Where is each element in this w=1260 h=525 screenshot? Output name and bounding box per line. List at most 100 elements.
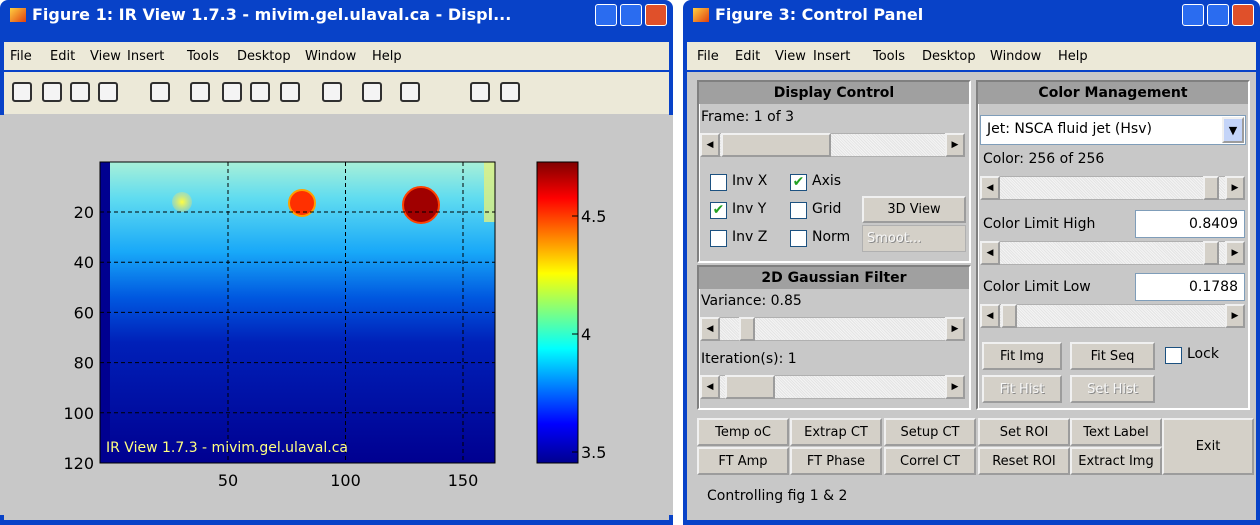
button[interactable]: Temp oC	[697, 418, 789, 446]
slider-part[interactable]: ▶	[945, 375, 965, 399]
checkbox-label: Inv X	[732, 173, 767, 189]
title-icon	[693, 8, 709, 22]
checkbox-label: Norm	[812, 229, 850, 245]
colorbar-tick-label: 3.5	[581, 443, 606, 462]
menu-item[interactable]: Edit	[735, 49, 760, 64]
variance-label: Variance: 0.85	[701, 293, 802, 309]
color-label: Color: 256 of 256	[983, 151, 1104, 167]
button: Set Hist	[1070, 375, 1155, 403]
panel-header: 2D Gaussian Filter	[699, 267, 969, 289]
checkbox-label: Lock	[1187, 346, 1219, 362]
slider[interactable]: ◀▶	[980, 304, 1245, 328]
slider[interactable]: ◀▶	[700, 317, 965, 341]
button[interactable]: Extrap CT	[790, 418, 882, 446]
hotspot	[403, 187, 439, 223]
button[interactable]: Exit	[1162, 418, 1254, 475]
button: Fit Hist	[982, 375, 1062, 403]
menu-item[interactable]: File	[697, 49, 719, 64]
slider-part[interactable]: ▶	[945, 133, 965, 157]
slider-part[interactable]	[1203, 176, 1219, 200]
dropdown-arrow[interactable]: ▼	[1222, 117, 1244, 143]
heatmap-edge	[484, 162, 495, 222]
x-tick-label: 100	[330, 471, 361, 490]
y-tick-label: 20	[74, 203, 94, 222]
menu-item[interactable]: Tools	[873, 49, 905, 64]
slider-part[interactable]: ▶	[1225, 304, 1245, 328]
button[interactable]: Extract Img	[1070, 447, 1162, 475]
slider-part[interactable]: ◀	[980, 304, 1000, 328]
y-tick-label: 120	[63, 454, 94, 473]
slider-part[interactable]	[725, 375, 775, 399]
slider-part[interactable]	[1203, 241, 1219, 265]
input[interactable]: 0.1788	[1135, 273, 1245, 301]
iterations-label: Iteration(s): 1	[701, 351, 797, 367]
checkbox[interactable]	[1165, 347, 1182, 364]
button[interactable]: Setup CT	[884, 418, 976, 446]
frame-label: Frame: 1 of 3	[701, 109, 794, 125]
y-tick-label: 80	[74, 354, 94, 373]
slider-part[interactable]	[1001, 304, 1017, 328]
checkbox[interactable]	[790, 202, 807, 219]
y-tick-label: 40	[74, 253, 94, 272]
menu-item[interactable]: View	[775, 49, 806, 64]
button[interactable]: FT Phase	[790, 447, 882, 475]
maximize-button[interactable]	[1207, 4, 1229, 26]
minimize-button[interactable]	[1182, 4, 1204, 26]
colorbar-tick-label: 4.5	[581, 207, 606, 226]
slider-part[interactable]: ▶	[1225, 241, 1245, 265]
slider-part[interactable]	[739, 317, 755, 341]
menu-item[interactable]: Window	[990, 49, 1041, 64]
slider-part[interactable]: ◀	[700, 133, 720, 157]
input[interactable]: 0.8409	[1135, 210, 1245, 238]
menu-item[interactable]: Insert	[813, 49, 850, 64]
page: IR View 1.7.3 - mivim.gel.ulaval.ca 2040…	[0, 0, 1260, 525]
slider-part[interactable]: ▶	[945, 317, 965, 341]
checkbox[interactable]	[710, 174, 727, 191]
checkbox[interactable]: ✔	[710, 202, 727, 219]
panel-header: Display Control	[699, 82, 969, 104]
checkbox-label: Axis	[812, 173, 841, 189]
close-button[interactable]	[1232, 4, 1254, 26]
button[interactable]: Text Label	[1070, 418, 1162, 446]
checkbox-label: Inv Z	[732, 229, 767, 245]
image-plot: IR View 1.7.3 - mivim.gel.ulaval.ca 20 40…	[0, 0, 673, 525]
limit-high-label: Color Limit High	[983, 216, 1095, 232]
menu-item[interactable]: Desktop	[922, 49, 976, 64]
slider[interactable]: ◀▶	[980, 176, 1245, 200]
slider[interactable]: ◀▶	[700, 133, 965, 157]
slider-part[interactable]: ◀	[980, 176, 1000, 200]
slider-part[interactable]: ◀	[700, 375, 720, 399]
colorbar	[537, 162, 578, 463]
slider[interactable]: ◀▶	[700, 375, 965, 399]
hotspot	[172, 192, 192, 212]
button[interactable]: Set ROI	[978, 418, 1070, 446]
window-title: Figure 3: Control Panel	[715, 0, 923, 30]
checkbox[interactable]	[790, 230, 807, 247]
button[interactable]: 3D View	[862, 196, 966, 223]
button[interactable]: Fit Seq	[1070, 342, 1155, 370]
checkbox[interactable]	[710, 230, 727, 247]
slider[interactable]: ◀▶	[980, 241, 1245, 265]
slider-part[interactable]: ◀	[980, 241, 1000, 265]
button[interactable]: Correl CT	[884, 447, 976, 475]
button[interactable]: FT Amp	[697, 447, 789, 475]
y-tick-label: 100	[63, 404, 94, 423]
limit-low-label: Color Limit Low	[983, 279, 1091, 295]
panel-header: Color Management	[978, 82, 1248, 104]
checkbox[interactable]: ✔	[790, 174, 807, 191]
slider-part[interactable]	[721, 133, 831, 157]
menu-item[interactable]: Help	[1058, 49, 1088, 64]
y-tick-label: 60	[74, 303, 94, 322]
slider-part[interactable]: ◀	[700, 317, 720, 341]
dropdown: Smoot...	[862, 225, 966, 252]
button[interactable]: Fit Img	[982, 342, 1062, 370]
slider-part[interactable]: ▶	[1225, 176, 1245, 200]
status-text: Controlling fig 1 & 2	[707, 488, 847, 504]
button[interactable]: Reset ROI	[978, 447, 1070, 475]
annotation: IR View 1.7.3 - mivim.gel.ulaval.ca	[106, 440, 348, 456]
colorbar-tick-label: 4	[581, 325, 591, 344]
checkbox-label: Grid	[812, 201, 841, 217]
x-tick-label: 150	[448, 471, 479, 490]
x-tick-label: 50	[218, 471, 238, 490]
dropdown[interactable]: Jet: NSCA fluid jet (Hsv)	[980, 115, 1246, 145]
